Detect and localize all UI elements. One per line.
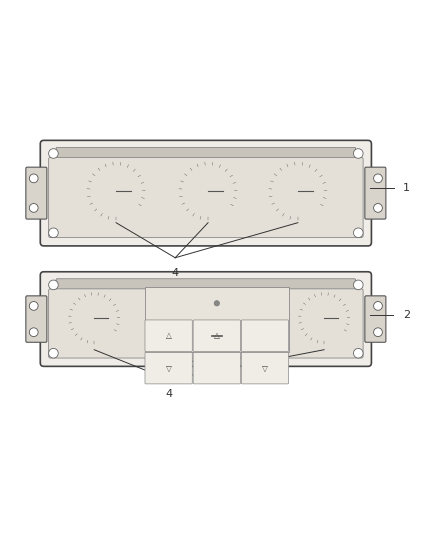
Circle shape bbox=[276, 169, 320, 213]
Circle shape bbox=[75, 299, 113, 337]
FancyBboxPatch shape bbox=[56, 279, 356, 290]
Circle shape bbox=[68, 292, 120, 344]
Circle shape bbox=[268, 161, 328, 221]
Circle shape bbox=[63, 287, 126, 350]
FancyBboxPatch shape bbox=[40, 140, 371, 246]
Circle shape bbox=[305, 299, 343, 337]
Circle shape bbox=[29, 328, 38, 336]
Text: 4: 4 bbox=[172, 268, 179, 278]
Circle shape bbox=[49, 280, 58, 290]
FancyBboxPatch shape bbox=[26, 296, 47, 342]
Text: ▽: ▽ bbox=[262, 364, 268, 373]
Circle shape bbox=[353, 349, 363, 358]
FancyBboxPatch shape bbox=[56, 147, 356, 159]
Circle shape bbox=[80, 155, 152, 227]
Circle shape bbox=[374, 328, 382, 336]
FancyBboxPatch shape bbox=[145, 287, 289, 352]
Circle shape bbox=[214, 301, 219, 306]
Circle shape bbox=[186, 169, 230, 213]
Circle shape bbox=[374, 204, 382, 212]
FancyBboxPatch shape bbox=[241, 352, 289, 384]
Circle shape bbox=[374, 302, 382, 310]
Circle shape bbox=[29, 204, 38, 212]
FancyBboxPatch shape bbox=[49, 157, 363, 238]
Circle shape bbox=[353, 149, 363, 158]
FancyBboxPatch shape bbox=[365, 296, 386, 342]
FancyBboxPatch shape bbox=[365, 167, 386, 219]
Circle shape bbox=[49, 349, 58, 358]
Circle shape bbox=[49, 149, 58, 158]
Circle shape bbox=[172, 155, 244, 227]
Text: ▽: ▽ bbox=[166, 364, 172, 373]
FancyBboxPatch shape bbox=[145, 320, 192, 351]
Circle shape bbox=[374, 174, 382, 183]
Text: △: △ bbox=[166, 331, 172, 340]
Circle shape bbox=[86, 161, 146, 221]
Circle shape bbox=[262, 155, 334, 227]
Circle shape bbox=[94, 169, 138, 213]
Text: △: △ bbox=[214, 331, 220, 340]
FancyBboxPatch shape bbox=[26, 167, 47, 219]
Circle shape bbox=[353, 280, 363, 290]
Circle shape bbox=[353, 228, 363, 238]
FancyBboxPatch shape bbox=[40, 272, 371, 366]
FancyBboxPatch shape bbox=[193, 320, 240, 351]
FancyBboxPatch shape bbox=[193, 352, 240, 384]
Circle shape bbox=[29, 174, 38, 183]
Circle shape bbox=[298, 292, 350, 344]
Circle shape bbox=[29, 302, 38, 310]
Text: 2: 2 bbox=[403, 310, 410, 320]
Text: 4: 4 bbox=[165, 389, 172, 399]
Circle shape bbox=[178, 161, 238, 221]
Text: 1: 1 bbox=[403, 183, 410, 193]
FancyBboxPatch shape bbox=[241, 320, 289, 351]
Circle shape bbox=[49, 228, 58, 238]
FancyBboxPatch shape bbox=[145, 352, 192, 384]
Circle shape bbox=[293, 287, 356, 350]
FancyBboxPatch shape bbox=[49, 289, 363, 358]
